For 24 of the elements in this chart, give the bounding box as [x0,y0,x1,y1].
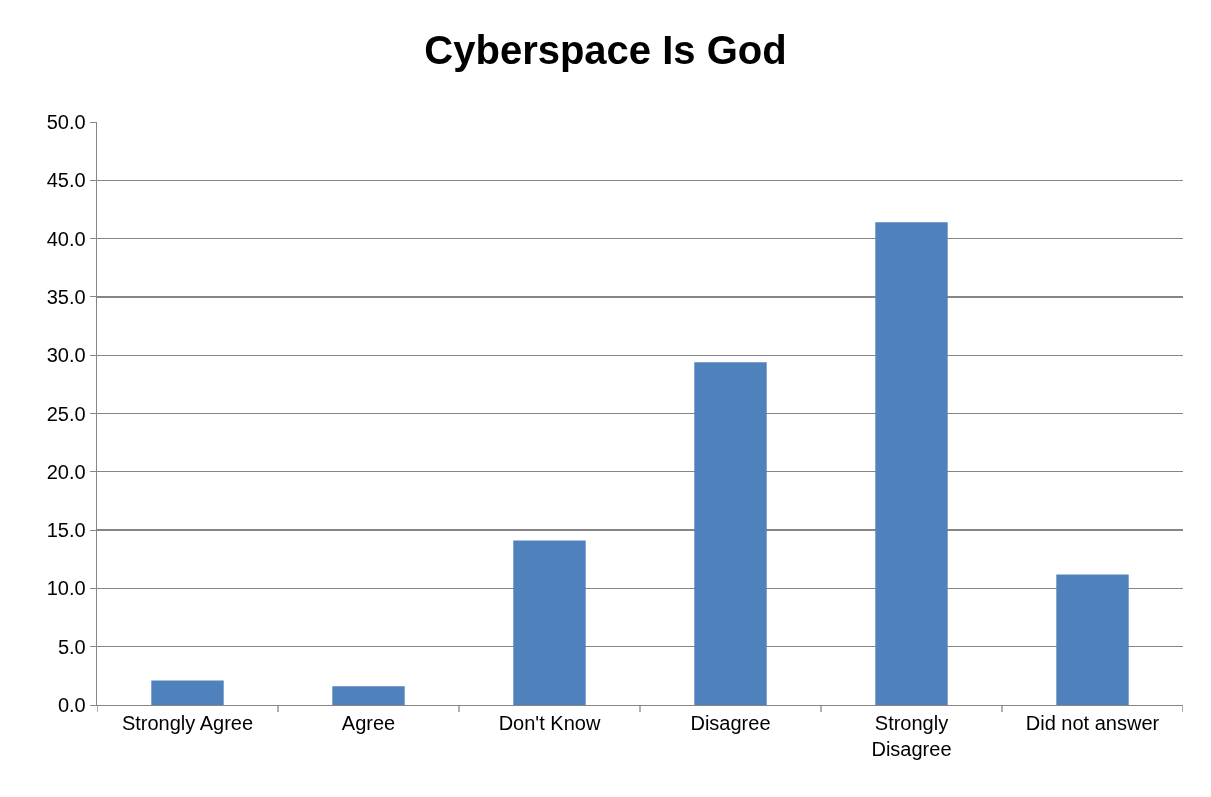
x-tick-label: Strongly Agree [121,712,254,735]
y-tick-label: 15.0 [46,519,86,542]
y-tick-label: 50.0 [46,111,86,133]
bar [513,540,586,705]
bar [1056,574,1129,705]
x-tick-label: Strongly Disagree [871,712,952,761]
bar [151,680,224,705]
x-tick-label: Agree [341,712,396,735]
chart-title: Cyberspace Is God [424,27,787,72]
x-tick-label: Disagree [690,712,771,735]
y-tick-label: 10.0 [46,577,86,600]
y-tick-label: 5.0 [57,635,86,658]
x-tick-label: Don't Know [498,712,601,735]
y-tick-label: 45.0 [46,169,86,192]
y-tick-label: 40.0 [46,227,86,250]
y-tick-label: 35.0 [46,285,86,308]
bar [332,686,405,705]
bar [694,362,767,705]
y-tick-label: 20.0 [46,460,86,483]
bar [875,222,948,705]
x-tick-label: Did not answer [1025,712,1160,735]
y-tick-label: 30.0 [46,344,86,367]
y-tick-label: 25.0 [46,402,86,425]
y-tick-label: 0.0 [57,694,86,716]
